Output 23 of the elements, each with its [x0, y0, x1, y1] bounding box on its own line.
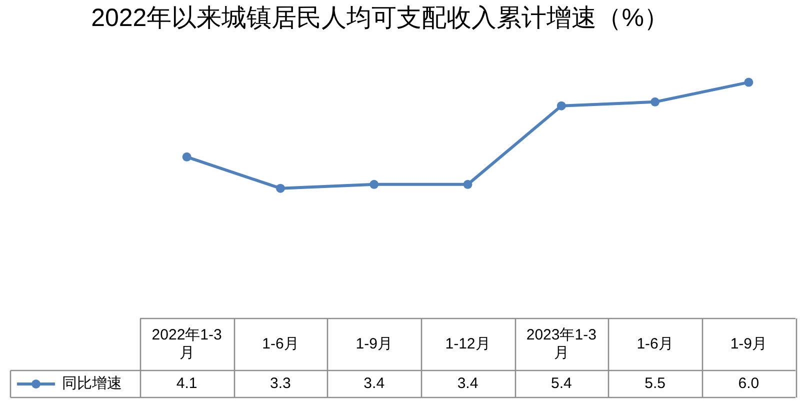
x-tick-label: 1-9月 [356, 336, 392, 353]
point [276, 184, 285, 193]
point [182, 152, 192, 162]
data-label: 3.3 [270, 375, 291, 392]
point [556, 101, 566, 110]
x-tick-label: 2023年1-3月 [526, 326, 596, 362]
point [463, 180, 472, 189]
x-tick-label: 1-9月 [730, 336, 768, 353]
x-tick-label: 1-6月 [262, 336, 299, 353]
legend-label: 同比增速 [62, 375, 122, 392]
chart-title: 2022年以来城镇居民人均可支配收入累计增速（%） [91, 4, 669, 32]
data-label: 3.4 [457, 375, 478, 392]
x-tick-label: 1-6月 [636, 336, 674, 353]
data-label: 5.5 [644, 375, 666, 392]
point [370, 180, 379, 189]
data-label: 3.4 [364, 375, 385, 392]
x-tick-label: 2022年1-3月 [152, 326, 222, 362]
data-label: 5.4 [550, 375, 572, 392]
data-label: 6.0 [738, 375, 760, 392]
data-label: 4.1 [176, 375, 198, 392]
x-tick-label: 1-12月 [445, 336, 490, 353]
point [744, 78, 754, 87]
point [650, 97, 660, 106]
